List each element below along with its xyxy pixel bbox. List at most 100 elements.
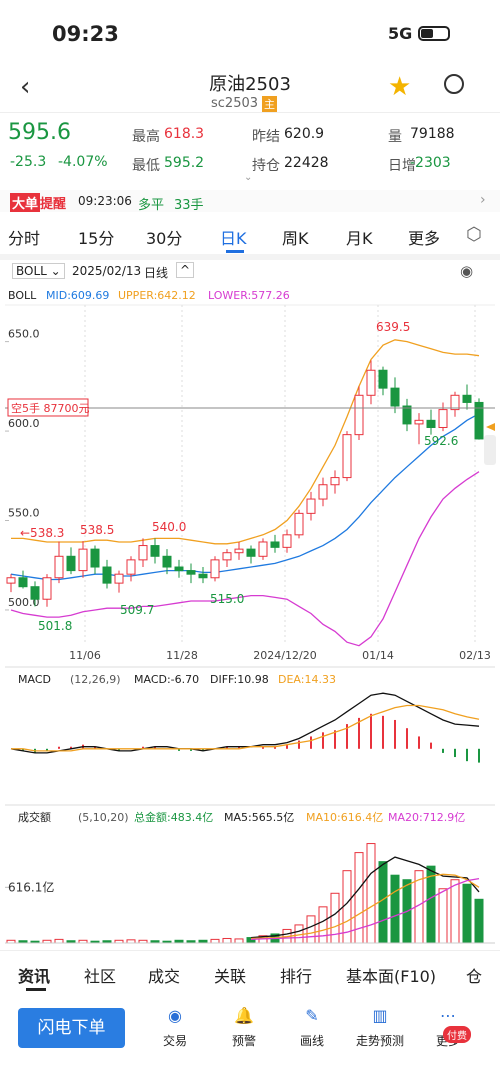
annotation: 515.0: [210, 592, 244, 606]
expand[interactable]: ⌄: [244, 172, 253, 183]
bottom-tab[interactable]: 成交: [148, 967, 181, 986]
candle-body: [330, 477, 340, 486]
legend-item: MA5:565.5亿: [224, 811, 294, 824]
tab[interactable]: 日K: [220, 229, 247, 248]
position-label: 空5手 87700元: [11, 401, 90, 415]
nav-label[interactable]: 画线: [299, 1034, 324, 1048]
stat-label: 昨结: [252, 129, 280, 145]
annotation: 592.6: [424, 434, 458, 448]
boll-line: [10, 413, 480, 581]
badge: 主: [262, 96, 277, 112]
nav-label[interactable]: 交易: [162, 1034, 187, 1048]
legend-item: MACD:-6.70: [134, 673, 199, 686]
scroll-handle: [484, 435, 496, 465]
stat-label: 最低: [132, 158, 160, 174]
stat-value: 22428: [284, 155, 329, 171]
indicator-select[interactable]: BOLL ⌄: [12, 263, 65, 279]
candle-body: [270, 541, 280, 548]
title: 原油2503: [209, 74, 291, 95]
candle-body: [138, 545, 148, 561]
tab[interactable]: 月K: [346, 229, 373, 248]
stat-label: 最高: [132, 129, 160, 145]
candle-body: [30, 586, 40, 600]
x-label: 01/14: [362, 649, 394, 662]
candle-body: [6, 577, 16, 584]
alert-text: 33手: [174, 198, 204, 213]
volume-bar: [378, 861, 388, 944]
period: 日线: [144, 266, 169, 280]
y-tick-label: 550.0: [8, 507, 40, 520]
candle-body: [378, 369, 388, 389]
bottom-tab[interactable]: 社区: [84, 967, 117, 986]
legend-item: 总金额:483.4亿: [134, 810, 213, 824]
settings[interactable]: ⬡: [466, 224, 482, 245]
boll-line: [11, 339, 480, 545]
dea-line: [11, 704, 480, 752]
nav-label[interactable]: 预警: [231, 1034, 256, 1048]
back[interactable]: ‹: [20, 72, 31, 102]
candle-body: [342, 434, 352, 479]
annotation: 501.8: [38, 619, 72, 633]
nav-icon[interactable]: ✎: [305, 1006, 319, 1025]
change-pct: -4.07%: [58, 154, 108, 170]
action-button[interactable]: 闪电下单: [18, 1008, 125, 1048]
tab[interactable]: 30分: [146, 229, 183, 248]
tab[interactable]: 分时: [8, 229, 41, 248]
annotation: 540.0: [152, 520, 186, 534]
nav-icon[interactable]: 🔔: [234, 1006, 254, 1025]
volume-bar: [450, 879, 460, 944]
bottom-tab[interactable]: 关联: [214, 967, 247, 986]
x-label: 2024/12/20: [253, 649, 316, 662]
collapse[interactable]: ^: [176, 262, 195, 278]
nav-badge: 付费: [443, 1026, 471, 1043]
volume-bar: [426, 865, 436, 944]
tab-indicator: [226, 250, 244, 253]
candle-body: [438, 409, 448, 428]
search[interactable]: [444, 74, 464, 94]
alert-text: 多平: [138, 198, 165, 213]
ma-line: [250, 873, 480, 940]
y-tick-label: 600.0: [8, 417, 40, 430]
nav-icon[interactable]: ▥: [372, 1006, 388, 1025]
y-tick-label: 650.0: [8, 328, 40, 341]
volume-bar: [222, 937, 232, 944]
bottom-tab[interactable]: 基本面(F10): [346, 967, 437, 986]
candle-body: [186, 570, 196, 575]
bottom-tab[interactable]: 排行: [280, 967, 313, 986]
divider: [0, 950, 500, 951]
nav-label[interactable]: 走势预测: [355, 1034, 404, 1048]
volume-bar: [474, 898, 484, 944]
volume-bar: [390, 874, 400, 944]
stat-value: 79188: [410, 126, 455, 142]
legend-item: (12,26,9): [70, 673, 121, 686]
candle-body: [282, 534, 292, 548]
bottom-tab[interactable]: 资讯: [18, 967, 51, 986]
bottom-tab[interactable]: 仓: [466, 967, 483, 986]
annotation: 538.5: [80, 523, 114, 537]
diff-line: [10, 692, 480, 754]
volume-bar: [366, 843, 376, 944]
annotation: 639.5: [376, 320, 410, 334]
legend-item: MID:609.69: [46, 289, 109, 302]
nav-icon[interactable]: ◉: [168, 1006, 182, 1025]
candle-body: [150, 545, 160, 557]
tab[interactable]: 周K: [282, 229, 309, 248]
tab[interactable]: 15分: [78, 229, 115, 248]
candle-body: [426, 419, 436, 428]
candle-body: [414, 419, 424, 425]
star[interactable]: ★: [388, 72, 412, 102]
legend-item: MA10:616.4亿: [306, 811, 383, 824]
nav-icon[interactable]: ⋯: [440, 1006, 456, 1025]
candle-body: [462, 394, 472, 403]
price-pointer: [486, 423, 495, 431]
more[interactable]: ›: [480, 192, 486, 208]
tab[interactable]: 更多: [408, 229, 441, 248]
candle-body: [210, 559, 220, 579]
alert-tag: 大单: [10, 193, 41, 212]
legend-item: UPPER:642.12: [118, 289, 196, 302]
alert-tag: 提醒: [40, 197, 67, 212]
legend-item: MACD: [18, 673, 51, 686]
eye[interactable]: ◉: [460, 262, 474, 280]
candle-body: [102, 566, 112, 584]
